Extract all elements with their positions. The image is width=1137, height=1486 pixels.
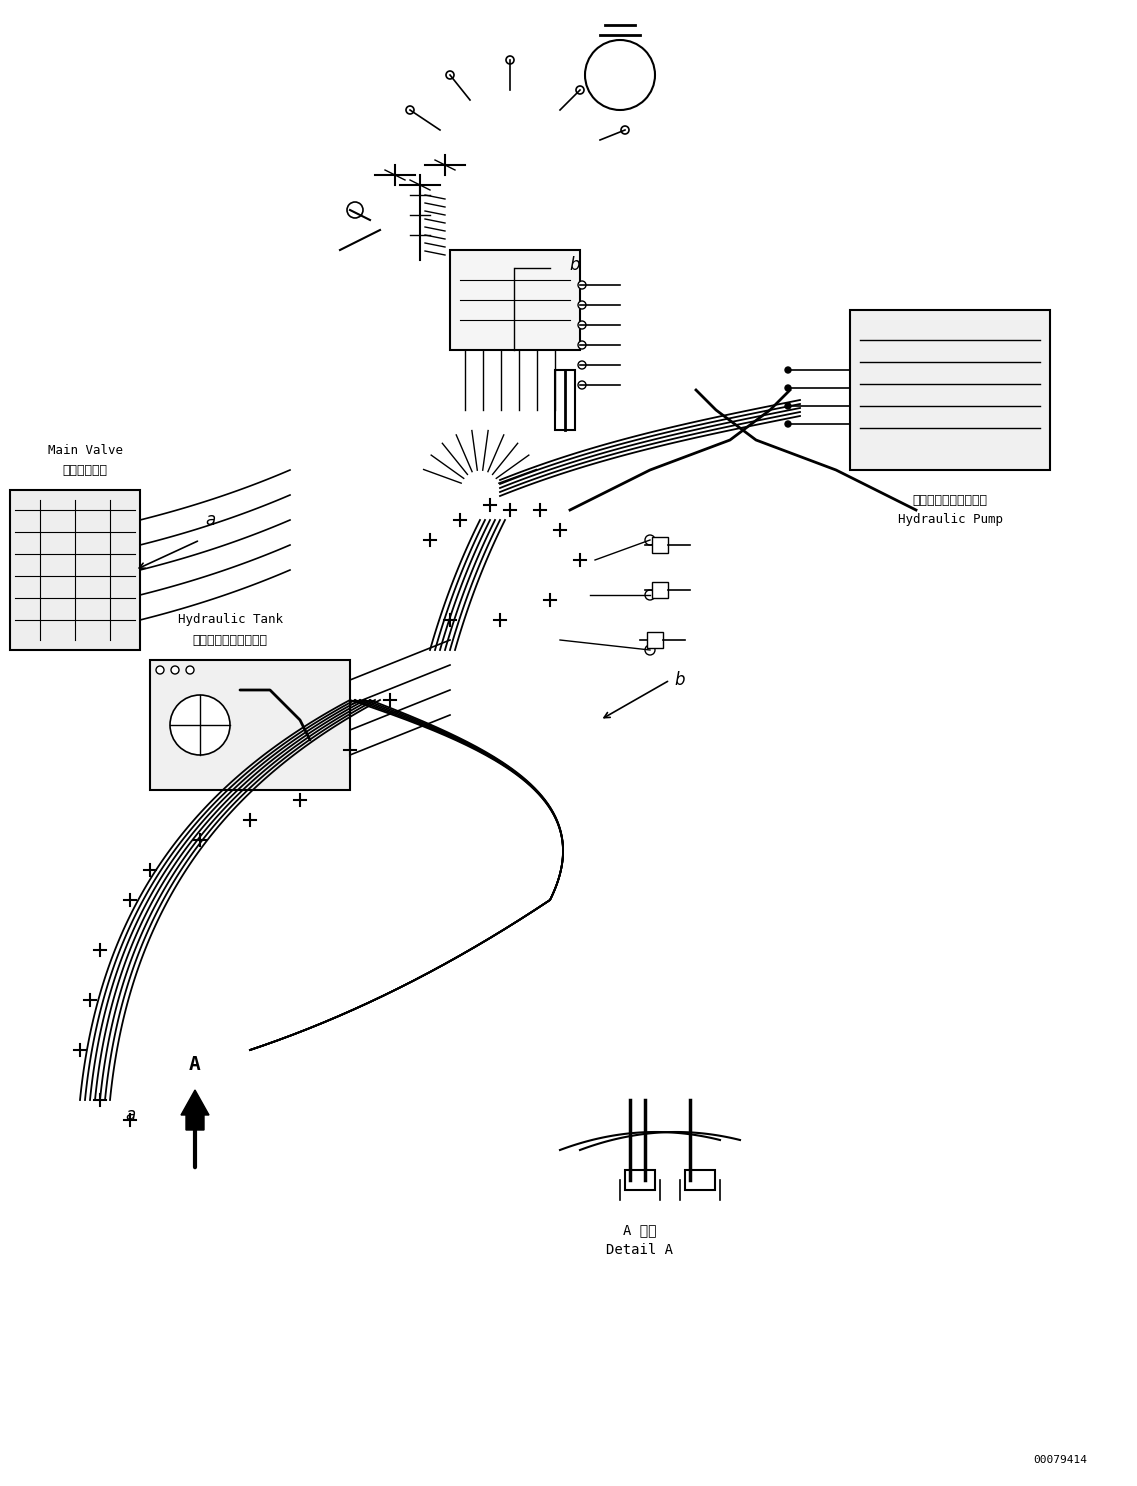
Bar bbox=[652, 536, 669, 553]
Circle shape bbox=[506, 56, 514, 64]
Circle shape bbox=[171, 695, 230, 755]
Text: b: b bbox=[570, 256, 580, 273]
Bar bbox=[684, 1169, 715, 1190]
Circle shape bbox=[645, 590, 655, 600]
Circle shape bbox=[578, 361, 586, 369]
Text: Hydraulic Pump: Hydraulic Pump bbox=[897, 514, 1003, 526]
Circle shape bbox=[578, 281, 586, 288]
Text: メインバルブ: メインバルブ bbox=[63, 464, 108, 477]
Circle shape bbox=[576, 86, 584, 94]
Circle shape bbox=[406, 106, 414, 114]
Circle shape bbox=[621, 126, 629, 134]
Text: A 詳細: A 詳細 bbox=[623, 1223, 657, 1236]
Circle shape bbox=[156, 666, 164, 675]
Circle shape bbox=[347, 202, 363, 218]
Text: ハイドロリックポンプ: ハイドロリックポンプ bbox=[913, 493, 988, 507]
Bar bbox=[150, 660, 350, 791]
Circle shape bbox=[645, 535, 655, 545]
Text: Detail A: Detail A bbox=[606, 1242, 673, 1257]
Bar bbox=[625, 1169, 655, 1190]
Bar bbox=[647, 632, 663, 648]
Text: ハイドロリックタンク: ハイドロリックタンク bbox=[192, 633, 267, 646]
Bar bbox=[850, 311, 1049, 470]
Circle shape bbox=[186, 666, 194, 675]
Circle shape bbox=[586, 40, 655, 110]
Circle shape bbox=[578, 321, 586, 328]
Text: Main Valve: Main Valve bbox=[48, 443, 123, 456]
Circle shape bbox=[578, 380, 586, 389]
Bar bbox=[652, 583, 669, 597]
Text: a: a bbox=[125, 1106, 135, 1123]
Bar bbox=[10, 490, 140, 649]
FancyArrow shape bbox=[181, 1091, 209, 1129]
Circle shape bbox=[578, 302, 586, 309]
Bar bbox=[450, 250, 580, 351]
Circle shape bbox=[785, 403, 791, 409]
Circle shape bbox=[171, 666, 179, 675]
Text: Hydraulic Tank: Hydraulic Tank bbox=[177, 614, 282, 627]
Circle shape bbox=[578, 340, 586, 349]
Text: b: b bbox=[674, 672, 686, 690]
Text: 00079414: 00079414 bbox=[1034, 1455, 1087, 1465]
Circle shape bbox=[785, 385, 791, 391]
Circle shape bbox=[785, 367, 791, 373]
Circle shape bbox=[785, 421, 791, 426]
Circle shape bbox=[645, 645, 655, 655]
Text: a: a bbox=[205, 511, 215, 529]
Bar bbox=[555, 370, 575, 429]
Circle shape bbox=[446, 71, 454, 79]
Text: A: A bbox=[189, 1055, 201, 1074]
